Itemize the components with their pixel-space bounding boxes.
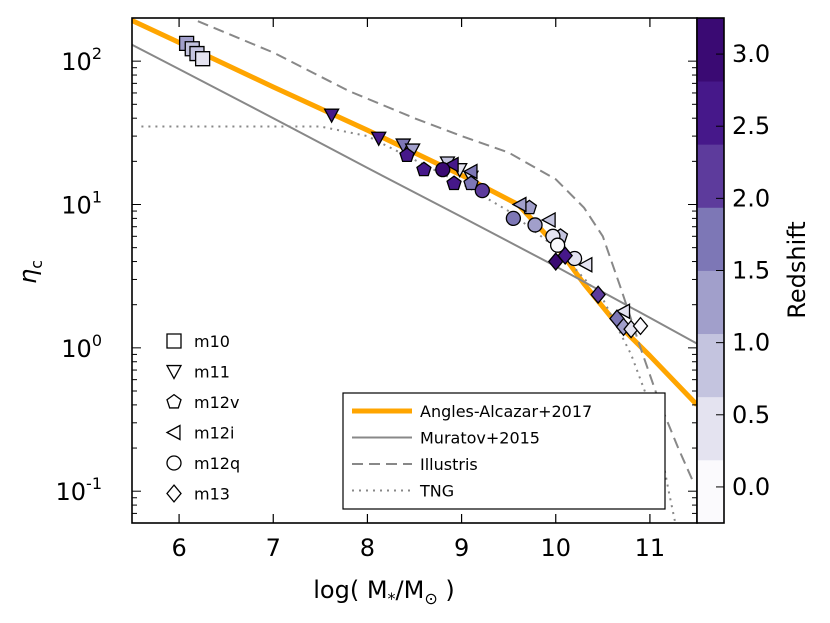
point-m12q xyxy=(435,162,451,178)
legend-marker-m13 xyxy=(166,484,182,503)
colorbar-tick-label: 2.5 xyxy=(732,112,770,140)
x-tick-label: 7 xyxy=(266,534,281,562)
x-axis: 6 7 8 9 10 11 xyxy=(171,18,665,562)
point-m13 xyxy=(632,316,649,336)
point-m12v xyxy=(399,147,415,163)
point-m12v xyxy=(463,175,479,191)
point-m12i xyxy=(443,156,459,173)
point-m12q xyxy=(505,210,522,227)
colorbar-tick-label: 1.5 xyxy=(732,257,770,285)
y-tick-label: 102 xyxy=(61,44,102,76)
legend-line-label: Angles-Alcazar+2017 xyxy=(420,402,592,421)
line-muratov-2015 xyxy=(132,43,697,345)
legend-label-m13: m13 xyxy=(194,485,230,504)
point-m12v xyxy=(446,175,462,191)
colorbar-tick-label: 0.0 xyxy=(732,473,770,501)
y-tick-label: 10-1 xyxy=(56,474,103,506)
x-tick-label: 10 xyxy=(540,534,571,562)
x-tick-label: 9 xyxy=(454,534,469,562)
legend-label-m12v: m12v xyxy=(194,393,239,412)
marker-legend: m10 m11 m12v m12i m12q m13 xyxy=(165,332,240,504)
colorbar-segment xyxy=(697,459,724,524)
x-axis-label: log( M*/M⊙ ) xyxy=(313,576,455,608)
y-axis: 102 101 100 10-1 xyxy=(56,17,697,524)
colorbar-segment xyxy=(697,144,724,208)
colorbar-segment xyxy=(697,270,724,335)
colorbar-label: Redshift xyxy=(783,221,811,318)
line-legend: Angles-Alcazar+2017 Muratov+2015 Illustris… xyxy=(342,392,666,510)
point-m12q xyxy=(474,182,490,199)
point-m12i xyxy=(462,163,478,180)
x-tick-label: 11 xyxy=(635,534,666,562)
colorbar-tick-label: 3.0 xyxy=(732,40,770,68)
point-m12v xyxy=(416,161,432,177)
y-axis-label: ηc xyxy=(14,260,46,284)
colorbar-tick-label: 0.5 xyxy=(732,401,770,429)
point-m11 xyxy=(370,131,387,147)
point-m12i xyxy=(511,196,527,213)
data-points xyxy=(178,35,649,339)
colorbar-tick-label: 1.0 xyxy=(732,329,770,357)
legend-marker-m12v xyxy=(166,393,182,409)
x-tick-label: 8 xyxy=(360,534,375,562)
point-m11 xyxy=(323,108,340,124)
point-m12q xyxy=(527,217,543,233)
colorbar-segment xyxy=(697,207,724,271)
legend-marker-m12i xyxy=(165,424,181,441)
legend-marker-m10 xyxy=(166,333,182,349)
colorbar-segment xyxy=(697,333,724,398)
point-m13 xyxy=(557,246,574,266)
legend-line-label: TNG xyxy=(419,482,454,501)
legend-label-m10: m10 xyxy=(194,332,230,351)
legend-label-m12i: m12i xyxy=(194,424,234,443)
legend-line-label: Illustris xyxy=(420,455,478,474)
y-tick-label: 100 xyxy=(61,331,102,363)
y-tick-label: 101 xyxy=(61,188,102,220)
point-m12i xyxy=(577,256,593,273)
point-m12q xyxy=(549,237,566,253)
legend-label-m12q: m12q xyxy=(194,454,240,473)
point-m10 xyxy=(194,51,211,67)
colorbar-segment xyxy=(697,396,724,461)
legend-label-m11: m11 xyxy=(194,363,230,382)
point-m12i xyxy=(615,303,631,320)
point-m12i xyxy=(540,211,556,229)
legend-line-label: Muratov+2015 xyxy=(420,429,540,448)
x-tick-label: 6 xyxy=(171,534,186,562)
colorbar: 0.0 0.5 1.0 1.5 2.0 2.5 3.0 xyxy=(696,17,770,524)
legend-marker-m12q xyxy=(166,455,182,471)
point-m13 xyxy=(590,285,606,305)
colorbar-segment xyxy=(697,18,724,82)
colorbar-segment xyxy=(697,81,724,145)
colorbar-tick-label: 2.0 xyxy=(732,184,770,212)
legend-marker-m11 xyxy=(165,364,183,380)
